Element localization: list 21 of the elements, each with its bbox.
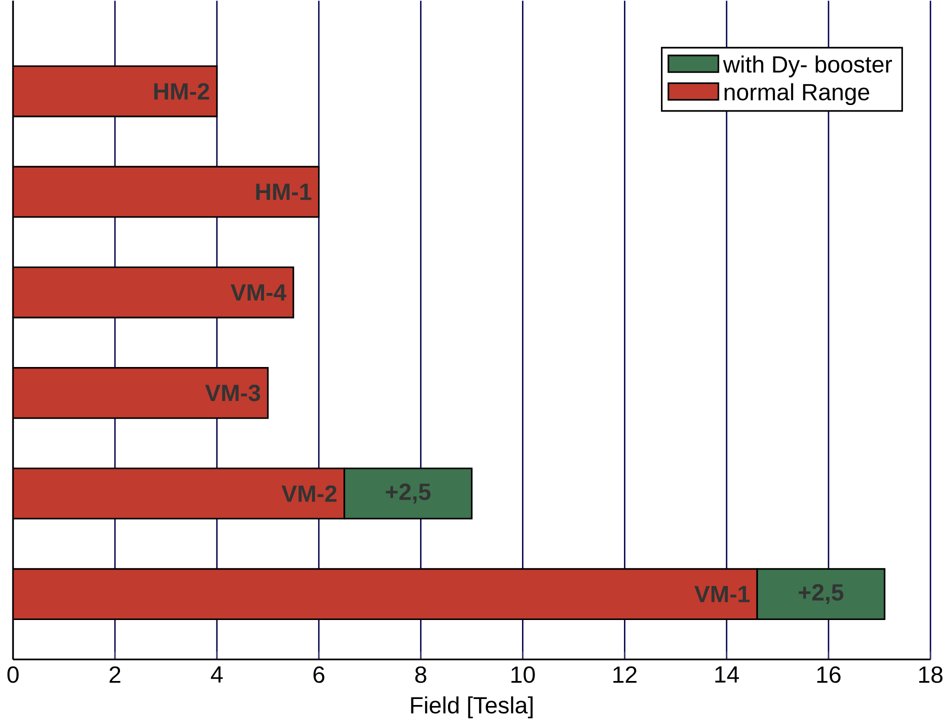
x-tick-label: 14: [715, 666, 739, 683]
x-tick-label: 6: [314, 666, 324, 684]
y-tick-label: HM-2: [154, 83, 210, 100]
data-label: +2,5: [386, 484, 431, 504]
x-tick-label: 18: [919, 666, 942, 684]
x-tick-label: 0: [7, 666, 19, 684]
legend-label: normal Range: [724, 83, 870, 106]
x-axis-title: Field [Tesla]: [411, 696, 533, 718]
y-tick-label: VM-3: [205, 384, 260, 402]
x-tick-label: 8: [415, 666, 426, 684]
y-tick-label: VM-4: [230, 284, 286, 301]
data-label: +2,5: [798, 584, 844, 604]
x-tick-label: 12: [613, 666, 637, 683]
y-tick-label: VM-1: [694, 586, 750, 602]
legend-label: with Dy- booster: [723, 56, 892, 78]
y-tick-label: HM-1: [256, 184, 312, 200]
x-tick-label: 4: [210, 666, 223, 683]
x-tick-label: 2: [110, 666, 120, 683]
y-tick-label: VM-2: [282, 486, 336, 502]
x-tick-label: 10: [511, 666, 535, 684]
x-tick-label: 16: [817, 666, 841, 684]
